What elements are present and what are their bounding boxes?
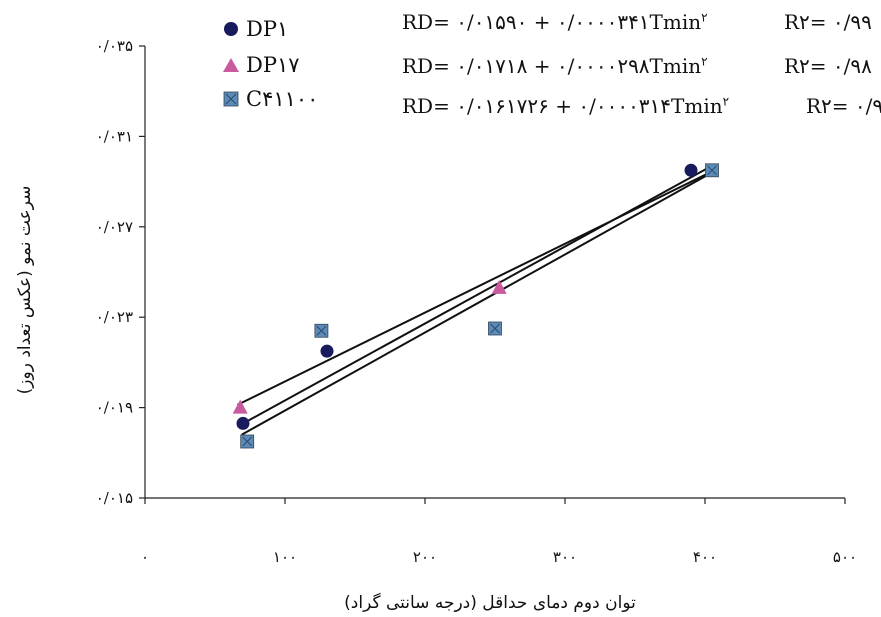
r2-dp1: R۲= ۰/۹۹ [784, 10, 872, 34]
data-point-circle [320, 344, 334, 358]
x-tick-label: ۴۰۰ [693, 548, 717, 566]
y-tick-label: ۰/۰۱۵ [96, 489, 133, 507]
legend-label: DP۱ [246, 17, 289, 41]
equation-dp1: RD= ۰/۰۱۵۹۰ + ۰/۰۰۰۰۳۴۱Tmin۲ [402, 10, 708, 34]
legend-label: C۴۱۱۰۰ [246, 87, 319, 111]
x-tick-label: ۰ [141, 548, 149, 566]
square-cross [490, 323, 500, 334]
y-tick-label: ۰/۰۳۵ [96, 37, 133, 55]
square-marker-icon [222, 90, 240, 108]
tick-labels: ۰/۰۱۵ ۰/۰۱۹ ۰/۰۲۳ ۰/۰۲۷ ۰/۰۳۱ ۰/۰۳۵ ۰ ۱۰۰ ۲۰۰ ۳۰۰… [96, 37, 857, 566]
data-point-circle [236, 416, 250, 430]
r2-dp17: R۲= ۰/۹۸ [784, 54, 872, 78]
y-tick-label: ۰/۰۳۱ [96, 127, 133, 145]
trendline-2 [241, 171, 713, 436]
equation-c41100: RD= ۰/۰۱۶۱۷۲۶ + ۰/۰۰۰۰۳۱۴Tmin۲ [402, 94, 730, 118]
data-point-triangle [491, 279, 507, 294]
axes [139, 45, 846, 504]
data-point-square [488, 321, 502, 336]
y-tick-label: ۰/۰۲۳ [96, 308, 133, 326]
circle-marker-icon [222, 20, 240, 38]
legend-item-dp1: DP۱ [222, 16, 288, 42]
x-tick-label: ۲۰۰ [413, 548, 437, 566]
trendlines [236, 164, 713, 436]
y-axis-title: سرعت نمو (عکس تعداد روز) [15, 186, 35, 395]
triangle-marker-icon [222, 56, 240, 74]
square-cross [316, 325, 327, 336]
x-tick-label: ۵۰۰ [833, 548, 857, 566]
legend-item-dp17: DP۱۷ [222, 52, 300, 78]
trendline-1 [236, 170, 713, 406]
y-tick-label: ۰/۰۱۹ [96, 399, 133, 417]
x-tick-label: ۳۰۰ [553, 548, 577, 566]
square-cross [242, 436, 253, 447]
equation-dp17: RD= ۰/۰۱۷۱۸ + ۰/۰۰۰۰۲۹۸Tmin۲ [402, 54, 708, 78]
data-points [232, 163, 719, 449]
data-point-triangle [232, 399, 248, 414]
x-tick-label: ۱۰۰ [273, 548, 297, 566]
trendline-0 [236, 164, 713, 428]
x-axis-title: توان دوم دمای حداقل (درجه سانتی گراد) [344, 592, 636, 613]
y-tick-label: ۰/۰۲۷ [96, 218, 133, 236]
data-point-square [314, 323, 329, 338]
data-point-square [240, 434, 255, 449]
legend-label: DP۱۷ [246, 53, 300, 77]
legend-item-c41100: C۴۱۱۰۰ [222, 86, 318, 112]
data-point-circle [684, 163, 698, 177]
square-cross [707, 165, 717, 176]
data-point-square [705, 163, 719, 178]
r2-c41100: R۲= ۰/۹ [806, 94, 881, 118]
